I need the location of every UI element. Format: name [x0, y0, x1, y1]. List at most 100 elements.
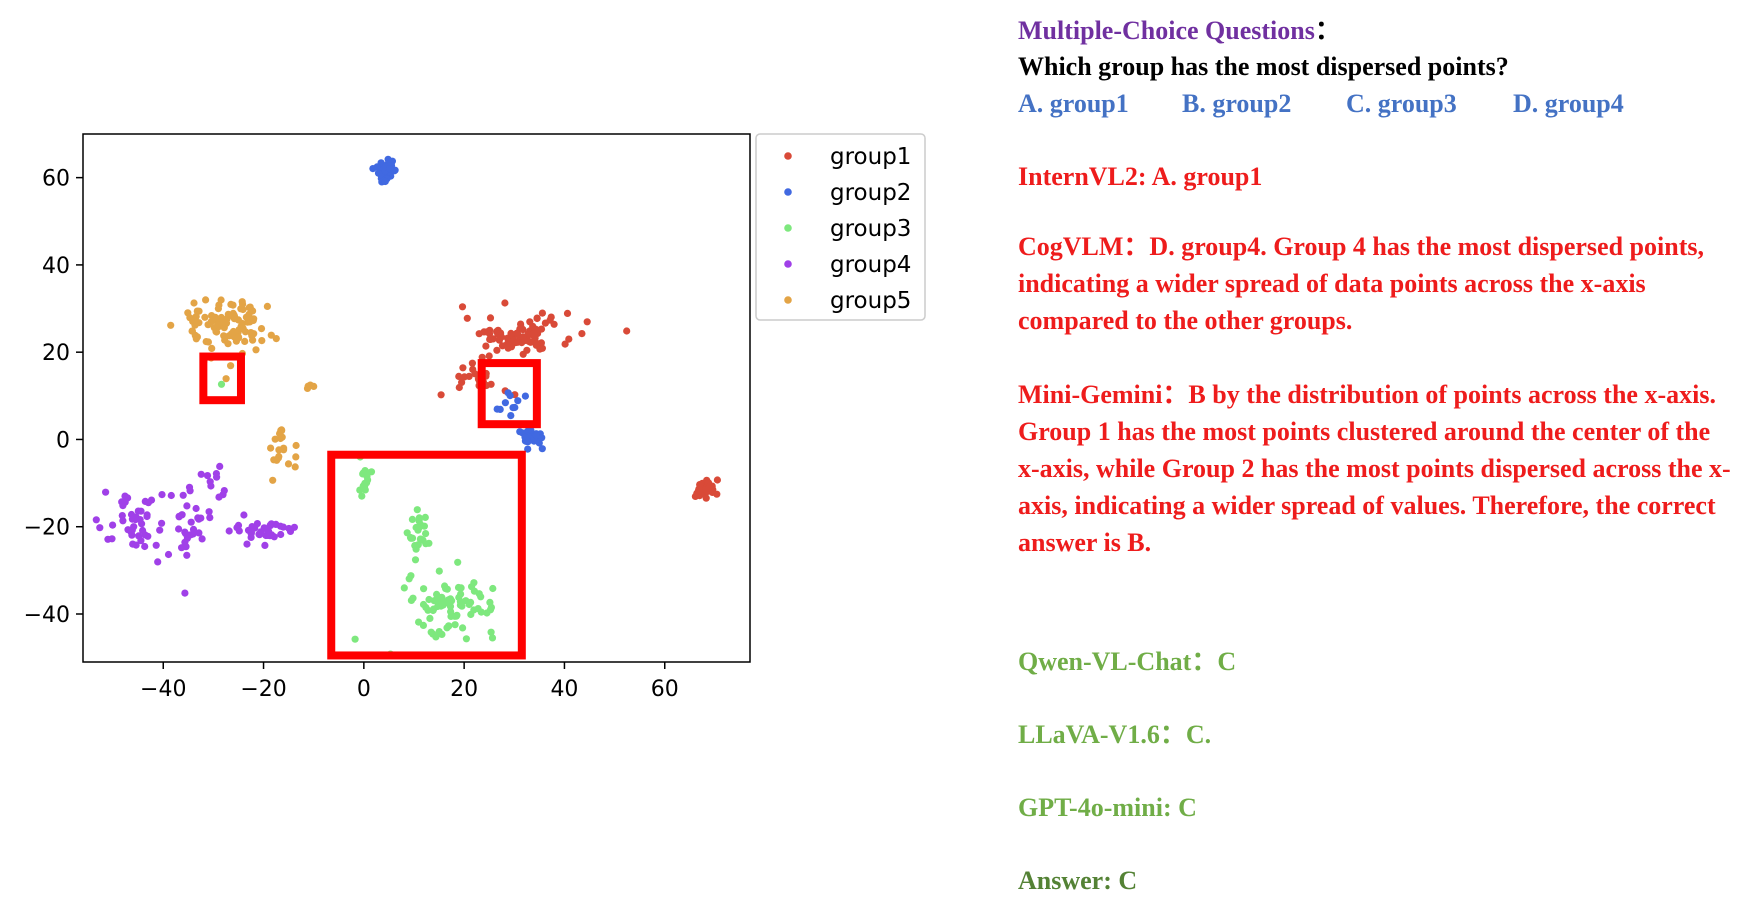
highlight-boxes [199, 352, 541, 660]
group1-point [702, 494, 710, 502]
group5-point [217, 296, 225, 304]
y-tick-label: 0 [56, 428, 70, 453]
group3-point [488, 634, 497, 642]
group5-point [208, 344, 216, 352]
x-tick-label: −20 [240, 677, 286, 702]
y-tick-label: −40 [24, 603, 70, 628]
group3-point [419, 621, 427, 630]
group4-point [219, 491, 227, 499]
group5-point [211, 313, 219, 321]
x-tick-label: −40 [140, 677, 186, 702]
highlight-box [477, 359, 541, 429]
group3-point [459, 624, 467, 632]
group1-point [713, 476, 722, 484]
group4-point [132, 541, 140, 549]
group3-point [435, 597, 443, 605]
group4-point [264, 527, 273, 535]
x-tick-label: 60 [651, 677, 679, 702]
group3-point [426, 614, 434, 623]
group4-point [102, 488, 110, 496]
group3-point [413, 506, 421, 514]
group3-point [409, 594, 417, 602]
answer-internvl2: InternVL2: A. group1 [1018, 162, 1263, 191]
y-tick-label: 60 [42, 167, 70, 192]
legend-frame [755, 133, 926, 321]
group1-point [519, 326, 527, 334]
group2-point [384, 155, 392, 163]
group5-point [292, 453, 300, 461]
group4-point [119, 502, 127, 510]
group5-point [190, 299, 198, 307]
group1-point [501, 299, 509, 307]
group1-point [533, 339, 541, 347]
group3-point [421, 513, 429, 522]
group1-point [463, 314, 471, 322]
group5-point [267, 444, 275, 452]
group4-point [156, 526, 164, 534]
group5-point [184, 309, 192, 317]
group1-point [455, 383, 463, 392]
group5-legend-label: group5 [830, 288, 911, 314]
group2-point [386, 165, 394, 173]
group5-point [257, 325, 266, 333]
group5-point [214, 305, 222, 313]
group1-point [538, 344, 547, 352]
group2-legend-label: group2 [830, 180, 911, 206]
group1-point [486, 330, 494, 338]
group3-point [457, 584, 465, 592]
group5-point [250, 330, 258, 338]
group1-point [458, 303, 467, 311]
group3-point [217, 380, 226, 388]
group2-point [524, 438, 532, 446]
group5-point [204, 338, 212, 346]
group4-point [183, 551, 191, 559]
group4-point [131, 516, 140, 524]
group4-point [235, 527, 243, 535]
group3-point [432, 633, 440, 641]
group4-point [128, 531, 136, 539]
group4-point [96, 524, 104, 532]
group5-point [221, 336, 229, 344]
x-tick-label: 0 [357, 677, 371, 702]
group4-point [141, 542, 149, 551]
group5-point [250, 315, 258, 323]
group4-point [189, 530, 197, 538]
group3-point [417, 535, 425, 543]
group1-point [493, 346, 501, 354]
group4-point [124, 494, 132, 502]
group5-point [188, 327, 196, 335]
group4-point [187, 518, 195, 526]
group4-point [179, 491, 187, 499]
group4-point [167, 491, 175, 500]
group5-point [227, 362, 235, 370]
group4-point [192, 504, 200, 513]
group3-point [445, 622, 453, 630]
group5-point [263, 302, 271, 310]
group1-point [468, 359, 476, 367]
group2-point [538, 434, 546, 442]
group3-point [405, 575, 413, 583]
group3-point [358, 492, 366, 500]
group3-point [489, 584, 497, 593]
group3-point [435, 567, 443, 575]
group5-point [242, 313, 250, 321]
group1-point [437, 391, 445, 399]
scatter-chart: −40 −20 0 20 40 60 −40 −20 0 20 40 60 group1 group2… [24, 133, 926, 702]
group4-point [124, 526, 132, 534]
group3-point [451, 621, 459, 629]
group4-point [181, 538, 189, 546]
group4-point [186, 487, 194, 495]
group1-point [538, 309, 547, 317]
group3-legend-label: group3 [830, 216, 911, 242]
group1-point [504, 337, 512, 346]
group3-point [487, 628, 495, 636]
group4-point [92, 516, 100, 524]
group3-point [359, 482, 367, 490]
group1-point [526, 318, 534, 326]
x-axis-ticks: −40 −20 0 20 40 60 [140, 662, 679, 702]
group1-point [480, 328, 488, 336]
group1-point [691, 492, 700, 500]
group5-point [310, 382, 318, 390]
group5-point [239, 305, 247, 314]
plot-frame [82, 133, 751, 663]
